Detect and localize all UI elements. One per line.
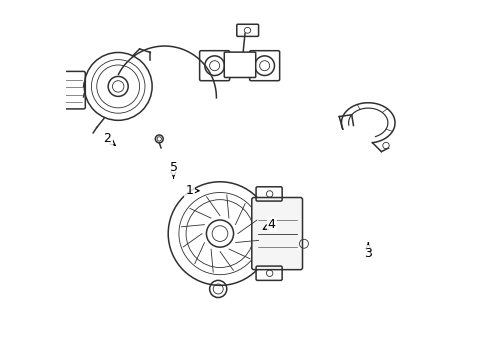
Text: 1: 1 — [186, 184, 199, 197]
Text: 3: 3 — [364, 243, 372, 260]
Text: 2: 2 — [103, 132, 115, 145]
FancyBboxPatch shape — [252, 198, 302, 270]
FancyBboxPatch shape — [224, 52, 256, 77]
Text: 4: 4 — [263, 218, 276, 231]
Text: 5: 5 — [170, 161, 177, 178]
